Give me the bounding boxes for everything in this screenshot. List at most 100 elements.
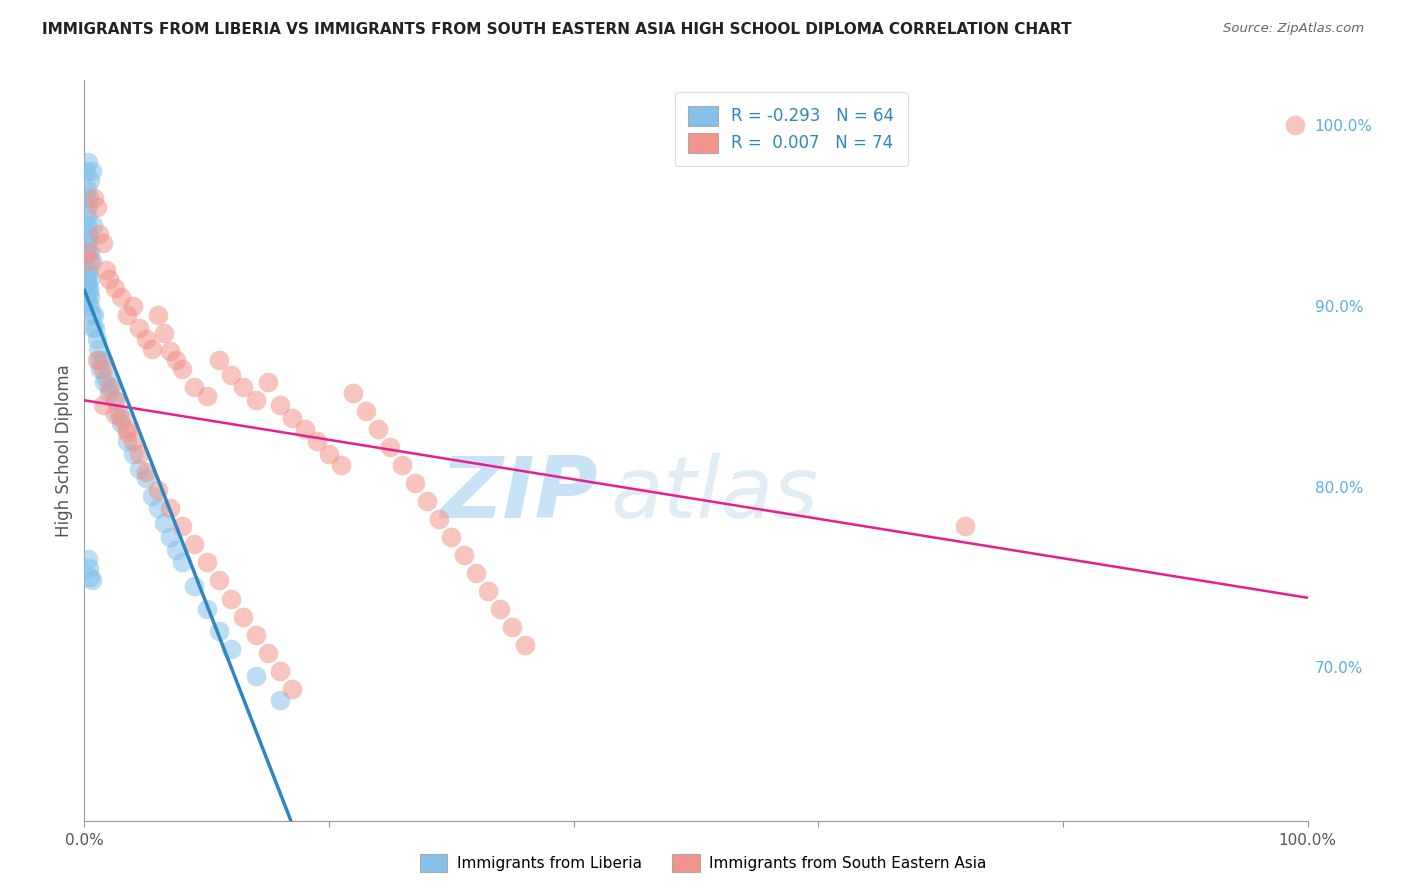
Point	[79, 272, 101, 286]
Point	[153, 516, 176, 530]
Point	[128, 447, 150, 461]
Point	[76, 209, 98, 223]
Point	[141, 489, 163, 503]
Point	[195, 602, 218, 616]
Point	[82, 218, 104, 232]
Point	[146, 483, 169, 498]
Point	[93, 375, 115, 389]
Point	[87, 227, 110, 241]
Point	[77, 263, 100, 277]
Point	[76, 181, 98, 195]
Point	[183, 537, 205, 551]
Point	[208, 353, 231, 368]
Point	[141, 343, 163, 357]
Point	[76, 218, 98, 232]
Point	[79, 570, 101, 584]
Point	[165, 542, 187, 557]
Point	[79, 253, 101, 268]
Point	[172, 519, 194, 533]
Point	[416, 494, 439, 508]
Point	[1284, 119, 1306, 133]
Point	[122, 447, 145, 461]
Point	[122, 434, 145, 449]
Point	[91, 353, 114, 368]
Point	[453, 548, 475, 562]
Point	[77, 551, 100, 566]
Point	[367, 422, 389, 436]
Point	[97, 385, 120, 400]
Point	[464, 566, 486, 581]
Point	[159, 530, 181, 544]
Point	[269, 692, 291, 706]
Point	[232, 380, 254, 394]
Point	[97, 272, 120, 286]
Point	[76, 272, 98, 286]
Point	[146, 501, 169, 516]
Point	[79, 244, 101, 259]
Point	[82, 320, 104, 334]
Point	[159, 501, 181, 516]
Point	[104, 392, 127, 407]
Point	[269, 398, 291, 412]
Point	[294, 422, 316, 436]
Point	[110, 411, 132, 425]
Text: Source: ZipAtlas.com: Source: ZipAtlas.com	[1223, 22, 1364, 36]
Point	[122, 299, 145, 313]
Point	[232, 609, 254, 624]
Point	[77, 227, 100, 241]
Point	[477, 584, 499, 599]
Point	[80, 308, 103, 322]
Point	[77, 191, 100, 205]
Point	[75, 191, 97, 205]
Point	[115, 434, 138, 449]
Point	[269, 664, 291, 678]
Point	[87, 343, 110, 357]
Point	[281, 411, 304, 425]
Point	[76, 277, 98, 292]
Point	[128, 461, 150, 475]
Point	[79, 299, 101, 313]
Point	[104, 392, 127, 407]
Point	[159, 344, 181, 359]
Point	[80, 253, 103, 268]
Point	[86, 353, 108, 368]
Point	[91, 398, 114, 412]
Point	[77, 230, 100, 244]
Point	[245, 392, 267, 407]
Point	[83, 191, 105, 205]
Point	[97, 380, 120, 394]
Point	[83, 308, 105, 322]
Point	[86, 200, 108, 214]
Point	[257, 646, 280, 660]
Point	[183, 380, 205, 394]
Y-axis label: High School Diploma: High School Diploma	[55, 364, 73, 537]
Point	[79, 290, 101, 304]
Point	[208, 574, 231, 588]
Point	[110, 417, 132, 431]
Point	[135, 331, 157, 345]
Point	[219, 642, 242, 657]
Point	[77, 235, 100, 250]
Point	[86, 331, 108, 345]
Point	[257, 375, 280, 389]
Point	[115, 425, 138, 440]
Point	[96, 263, 118, 277]
Point	[404, 475, 426, 490]
Point	[104, 281, 127, 295]
Point	[183, 579, 205, 593]
Point	[75, 163, 97, 178]
Point	[953, 519, 976, 533]
Point	[281, 681, 304, 696]
Point	[135, 470, 157, 484]
Point	[208, 624, 231, 638]
Point	[77, 200, 100, 214]
Point	[128, 320, 150, 334]
Legend: Immigrants from Liberia, Immigrants from South Eastern Asia: Immigrants from Liberia, Immigrants from…	[412, 846, 994, 880]
Point	[440, 530, 463, 544]
Point	[76, 244, 98, 259]
Point	[115, 308, 138, 322]
Point	[77, 285, 100, 299]
Point	[87, 353, 110, 368]
Point	[146, 308, 169, 322]
Text: ZIP: ZIP	[440, 453, 598, 536]
